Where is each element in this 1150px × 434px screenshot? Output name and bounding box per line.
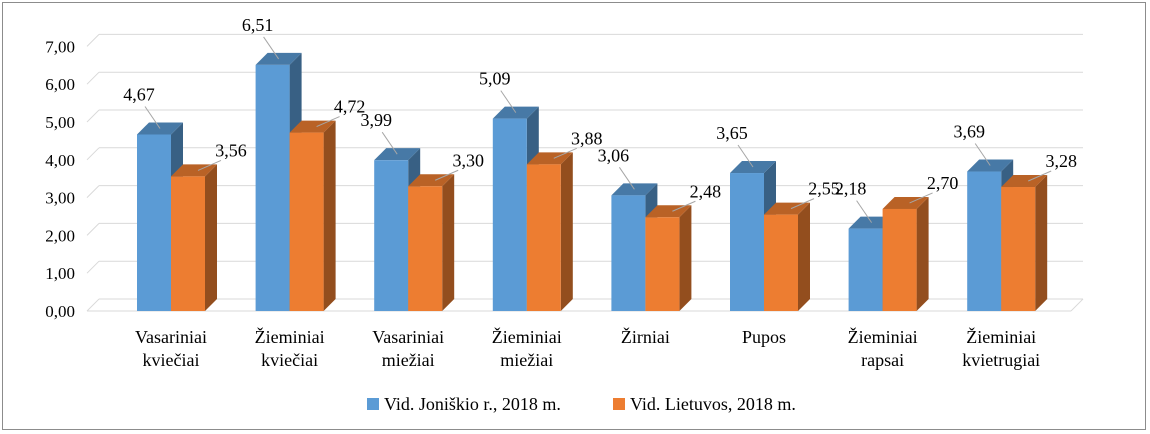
data-label: 4,67 xyxy=(123,84,155,104)
x-tick-label: Žirniai xyxy=(621,326,670,347)
bar xyxy=(408,186,443,311)
x-tick-label: Vasariniai xyxy=(135,327,207,347)
data-label-leader xyxy=(500,90,517,113)
data-label-leader xyxy=(909,192,933,204)
gridline-depth xyxy=(86,71,100,85)
data-label: 3,88 xyxy=(571,128,603,148)
data-label: 3,06 xyxy=(598,145,630,165)
x-tick-label: Žieminiai xyxy=(492,326,562,347)
x-tick-label: Žieminiai xyxy=(848,326,918,347)
gridline-depth xyxy=(86,109,100,123)
data-label-leader xyxy=(553,147,577,159)
x-tick-label: miežiai xyxy=(500,350,553,370)
data-label: 2,48 xyxy=(690,181,722,201)
bar xyxy=(374,160,409,311)
x-tick-label: Žieminiai xyxy=(255,326,325,347)
legend-swatch xyxy=(613,398,625,410)
data-label-leader xyxy=(197,159,222,171)
data-label: 3,65 xyxy=(716,123,748,143)
y-tick-label: 2,00 xyxy=(45,226,75,245)
data-label-leader xyxy=(856,200,873,223)
x-tick-label: miežiai xyxy=(382,350,435,370)
bar xyxy=(255,64,290,311)
y-tick-label: 5,00 xyxy=(45,113,75,132)
bar-side xyxy=(442,174,455,311)
data-label: 3,69 xyxy=(953,122,985,142)
data-label: 6,51 xyxy=(242,15,274,35)
data-label-leader xyxy=(974,143,991,166)
gridline-depth xyxy=(86,34,100,47)
gridline-depth xyxy=(86,223,100,236)
data-label: 3,30 xyxy=(452,150,484,170)
y-tick-label: 4,00 xyxy=(45,151,75,170)
bar xyxy=(882,208,917,311)
data-label: 3,99 xyxy=(360,110,392,130)
data-label: 4,72 xyxy=(334,97,366,117)
legend-swatch xyxy=(367,398,379,410)
data-label: 2,70 xyxy=(927,173,959,193)
data-label-leader xyxy=(737,144,754,168)
bar-side xyxy=(205,164,217,311)
bar xyxy=(611,195,646,311)
y-tick-label: 6,00 xyxy=(45,75,75,94)
y-tick-label: 7,00 xyxy=(45,37,75,56)
data-label: 3,28 xyxy=(1045,151,1077,171)
data-label-leader xyxy=(1028,170,1052,182)
bar-side xyxy=(679,205,692,311)
bar-side xyxy=(1035,175,1048,311)
data-label-leader xyxy=(618,167,635,190)
legend-label: Vid. Lietuvos, 2018 m. xyxy=(630,394,796,414)
legend-label: Vid. Joniškio r., 2018 m. xyxy=(384,394,561,414)
y-tick-label: 1,00 xyxy=(45,264,75,283)
floor-edge-depth xyxy=(1070,298,1084,312)
gridline-depth xyxy=(86,298,100,312)
bar xyxy=(1001,187,1036,311)
bar xyxy=(289,132,324,311)
x-tick-label: rapsai xyxy=(861,350,904,370)
x-tick-label: kviečiai xyxy=(261,350,318,370)
x-tick-label: kviečiai xyxy=(143,350,200,370)
x-tick-label: kvietrugiai xyxy=(962,350,1040,370)
data-label-leader xyxy=(381,131,398,155)
bar xyxy=(967,171,1002,311)
bar-side xyxy=(916,196,929,311)
data-label: 5,09 xyxy=(479,69,511,89)
y-tick-label: 0,00 xyxy=(45,302,75,321)
bar xyxy=(848,228,883,311)
bar-side xyxy=(323,120,336,311)
data-label: 3,56 xyxy=(215,140,247,160)
x-tick-label: Pupos xyxy=(742,327,786,347)
bar xyxy=(171,176,205,311)
bar xyxy=(730,173,764,311)
data-label-leader xyxy=(790,198,815,210)
bar-side xyxy=(798,202,810,311)
bar xyxy=(645,217,680,311)
bar-side xyxy=(560,152,573,311)
gridline-depth xyxy=(86,185,100,198)
data-label-leader xyxy=(144,106,161,129)
data-label-leader xyxy=(672,200,696,212)
bar xyxy=(137,134,171,311)
data-label-leader xyxy=(435,169,459,181)
bar xyxy=(526,164,561,311)
x-tick-label: Žieminiai xyxy=(966,326,1036,347)
bar xyxy=(764,214,798,311)
data-label-leader xyxy=(263,36,280,60)
data-label-leader xyxy=(316,116,340,128)
bar-chart: 0,00 1,00 2,00 3,00 4,00 5,00 6,00 7,00 4,67 3,56… xyxy=(45,15,1084,414)
x-tick-label: Vasariniai xyxy=(372,327,444,347)
y-tick-label: 3,00 xyxy=(45,189,75,208)
data-label: 2,55 xyxy=(808,179,840,199)
bar xyxy=(492,118,527,312)
gridline-depth xyxy=(86,260,100,274)
gridline-depth xyxy=(86,147,100,161)
data-label: 2,18 xyxy=(835,179,867,199)
